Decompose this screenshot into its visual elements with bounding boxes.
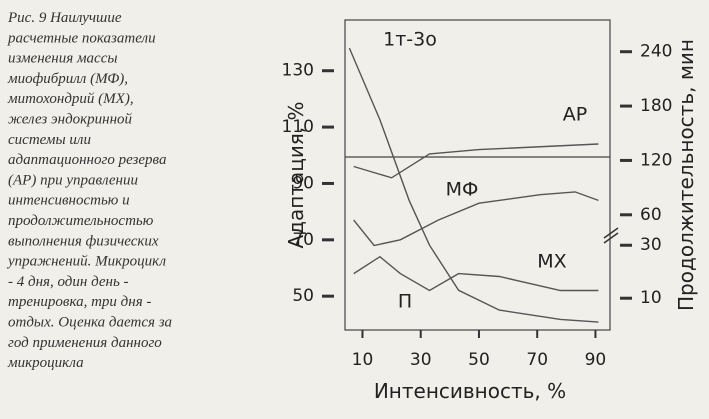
- caption-line: микроцикла: [7, 355, 84, 371]
- y2-tick-label: 10: [640, 288, 662, 308]
- y2-tick-label: 180: [640, 96, 672, 116]
- x-axis-label: Интенсивность, %: [374, 379, 566, 403]
- y-axis-label: Адаптация, %: [284, 101, 308, 248]
- series-line: [348, 47, 599, 323]
- caption-line: митохондрий (МХ),: [7, 91, 134, 107]
- y2-tick-label: 60: [640, 205, 662, 225]
- caption-line: системы или: [8, 132, 91, 148]
- x-tick-label: 50: [468, 350, 490, 370]
- x-tick-label: 10: [352, 350, 374, 370]
- y2-tick-label: 120: [640, 150, 672, 170]
- caption-line: желез эндокринной: [8, 112, 133, 128]
- caption-line: выполнения физических: [8, 233, 159, 249]
- series-label: АР: [563, 104, 587, 126]
- axis-break: [603, 227, 619, 244]
- y-tick-label: 90: [292, 173, 314, 193]
- x-tick-label: 30: [410, 350, 432, 370]
- caption-line: тренировка, три дня -: [8, 294, 151, 310]
- series-label: МФ: [446, 179, 479, 201]
- caption-line: - 4 дня, один день -: [8, 274, 129, 290]
- caption-line: (АР) при управлении: [8, 172, 138, 188]
- y2-tick-label: 30: [640, 235, 662, 255]
- caption-line: упражнений. Микроцикл: [6, 254, 166, 270]
- series-line: [353, 255, 599, 292]
- y-tick-label: 70: [292, 230, 314, 250]
- caption-line: интенсивностью и: [8, 193, 130, 209]
- y2-tick-label: 240: [640, 42, 672, 62]
- caption-line: Рис. 9 Наилучшие: [7, 10, 122, 26]
- caption-line: продолжительностью: [8, 213, 154, 229]
- caption-line: отдых. Оценка дается за: [8, 315, 172, 331]
- series-line: [353, 191, 599, 247]
- series-label: МХ: [537, 251, 566, 273]
- series-label: П: [398, 291, 412, 313]
- x-tick-label: 70: [526, 350, 548, 370]
- y-tick-label: 110: [282, 117, 314, 137]
- caption-line: адаптационного резерва: [8, 152, 166, 168]
- y-tick-label: 50: [292, 286, 314, 306]
- plot-frame: [344, 19, 611, 331]
- caption-line: год применения данного: [8, 335, 162, 351]
- caption-line: изменения массы: [8, 51, 118, 67]
- caption-line: расчетные показатели: [7, 30, 156, 46]
- x-tick-label: 90: [585, 350, 607, 370]
- y-tick-label: 130: [282, 61, 314, 81]
- series-line: [353, 143, 599, 179]
- y2-axis-label: Продолжительность, мин: [674, 39, 698, 311]
- subtitle: 1т-3о: [383, 29, 437, 51]
- caption-line: миофибрилл (МФ),: [7, 71, 128, 87]
